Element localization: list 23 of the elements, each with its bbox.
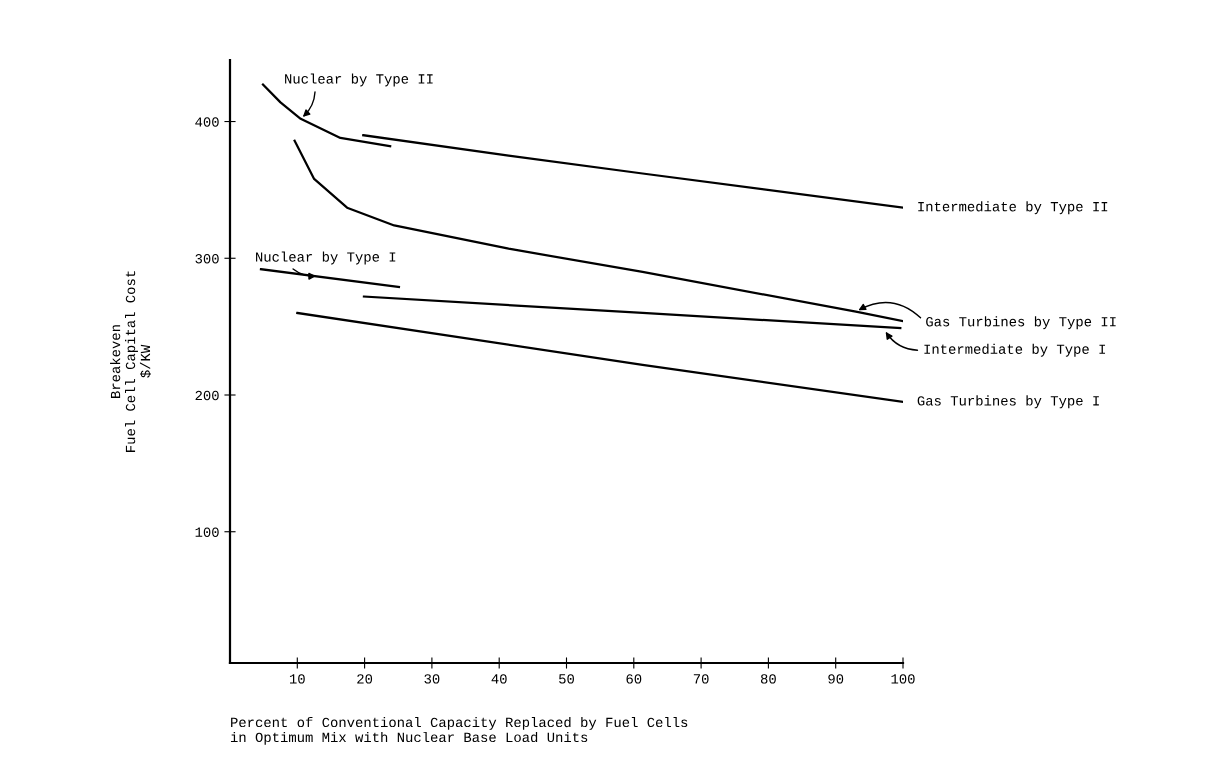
annotation: Intermediate by Type II xyxy=(918,201,1108,215)
x-axis-title: Percent of Conventional Capacity Replaced by Fuel Cells in Optimum Mix with Nuclear Base Load Units xyxy=(230,716,688,745)
y-tick-label: 300 xyxy=(195,254,219,264)
annotation: Intermediate by Type I xyxy=(924,343,1106,357)
annotation: Gas Turbines by Type II xyxy=(926,316,1116,330)
x-tick-label: 20 xyxy=(357,674,373,684)
x-tick-label: 80 xyxy=(760,674,776,684)
x-tick-label: 50 xyxy=(559,674,574,684)
annotation: Nuclear by Type II xyxy=(285,73,433,87)
x-tick-label: 90 xyxy=(828,674,844,684)
x-tick-label: 10 xyxy=(289,674,305,684)
annotation: Nuclear by Type I xyxy=(256,251,396,265)
y-axis-title: Breakeven Fuel Cell Capital Cost $/KW xyxy=(110,271,151,452)
annotation: Gas Turbines by Type I xyxy=(917,395,1099,409)
line-series xyxy=(362,134,903,209)
x-tick-label: 40 xyxy=(491,674,507,684)
x-tick-label: 30 xyxy=(424,674,440,684)
x-tick-label: 60 xyxy=(626,674,642,684)
y-tick-label: 400 xyxy=(195,117,219,127)
y-tick-label: 200 xyxy=(195,390,219,401)
x-tick-label: 100 xyxy=(891,674,915,684)
y-tick-label: 100 xyxy=(195,527,219,537)
x-tick-label: 70 xyxy=(693,674,709,684)
